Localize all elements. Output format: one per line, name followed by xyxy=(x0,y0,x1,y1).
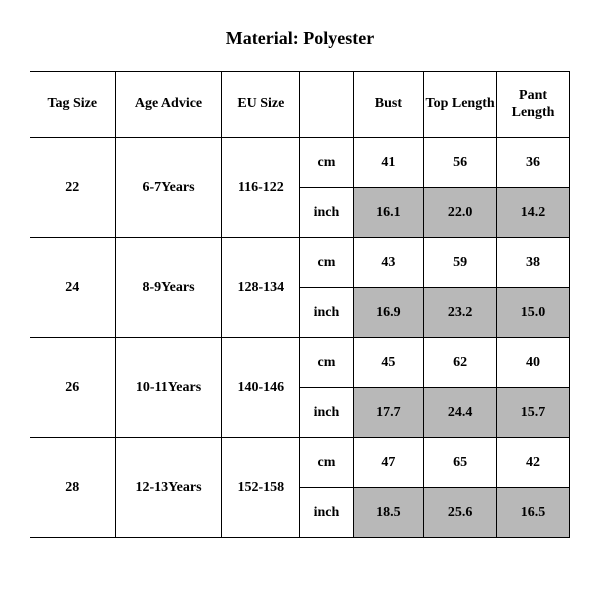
cell-top-cm: 65 xyxy=(424,438,497,488)
cell-unit-inch: inch xyxy=(300,288,353,338)
cell-age: 10-11Years xyxy=(115,338,222,438)
page-title: Material: Polyester xyxy=(0,0,600,71)
cell-unit-inch: inch xyxy=(300,188,353,238)
table-row: 22 6-7Years 116-122 cm 41 56 36 xyxy=(30,138,570,188)
cell-bust-cm: 43 xyxy=(353,238,423,288)
cell-tag: 26 xyxy=(30,338,115,438)
cell-top-inch: 23.2 xyxy=(424,288,497,338)
cell-pant-cm: 42 xyxy=(497,438,570,488)
cell-eu: 128-134 xyxy=(222,238,300,338)
cell-top-inch: 22.0 xyxy=(424,188,497,238)
cell-pant-cm: 36 xyxy=(497,138,570,188)
cell-tag: 28 xyxy=(30,438,115,538)
cell-top-cm: 59 xyxy=(424,238,497,288)
cell-unit-cm: cm xyxy=(300,438,353,488)
cell-unit-cm: cm xyxy=(300,138,353,188)
cell-unit-inch: inch xyxy=(300,388,353,438)
col-eu-size: EU Size xyxy=(222,72,300,138)
cell-top-cm: 56 xyxy=(424,138,497,188)
col-bust: Bust xyxy=(353,72,423,138)
table-row: 26 10-11Years 140-146 cm 45 62 40 xyxy=(30,338,570,388)
cell-age: 6-7Years xyxy=(115,138,222,238)
cell-eu: 152-158 xyxy=(222,438,300,538)
cell-bust-inch: 16.1 xyxy=(353,188,423,238)
size-chart-table: Tag Size Age Advice EU Size Bust Top Len… xyxy=(30,71,570,538)
cell-top-cm: 62 xyxy=(424,338,497,388)
cell-pant-inch: 15.7 xyxy=(497,388,570,438)
cell-bust-inch: 17.7 xyxy=(353,388,423,438)
cell-pant-inch: 16.5 xyxy=(497,488,570,538)
col-tag-size: Tag Size xyxy=(30,72,115,138)
cell-tag: 24 xyxy=(30,238,115,338)
cell-bust-inch: 18.5 xyxy=(353,488,423,538)
cell-top-inch: 25.6 xyxy=(424,488,497,538)
cell-age: 8-9Years xyxy=(115,238,222,338)
cell-pant-cm: 38 xyxy=(497,238,570,288)
cell-top-inch: 24.4 xyxy=(424,388,497,438)
cell-bust-inch: 16.9 xyxy=(353,288,423,338)
cell-eu: 140-146 xyxy=(222,338,300,438)
table-row: 24 8-9Years 128-134 cm 43 59 38 xyxy=(30,238,570,288)
cell-unit-cm: cm xyxy=(300,238,353,288)
cell-eu: 116-122 xyxy=(222,138,300,238)
table-row: 28 12-13Years 152-158 cm 47 65 42 xyxy=(30,438,570,488)
cell-pant-cm: 40 xyxy=(497,338,570,388)
col-unit xyxy=(300,72,353,138)
cell-unit-inch: inch xyxy=(300,488,353,538)
cell-pant-inch: 15.0 xyxy=(497,288,570,338)
col-age-advice: Age Advice xyxy=(115,72,222,138)
cell-unit-cm: cm xyxy=(300,338,353,388)
cell-bust-cm: 47 xyxy=(353,438,423,488)
cell-bust-cm: 45 xyxy=(353,338,423,388)
col-top-length: Top Length xyxy=(424,72,497,138)
cell-age: 12-13Years xyxy=(115,438,222,538)
cell-bust-cm: 41 xyxy=(353,138,423,188)
cell-tag: 22 xyxy=(30,138,115,238)
cell-pant-inch: 14.2 xyxy=(497,188,570,238)
table-header-row: Tag Size Age Advice EU Size Bust Top Len… xyxy=(30,72,570,138)
col-pant-length: Pant Length xyxy=(497,72,570,138)
